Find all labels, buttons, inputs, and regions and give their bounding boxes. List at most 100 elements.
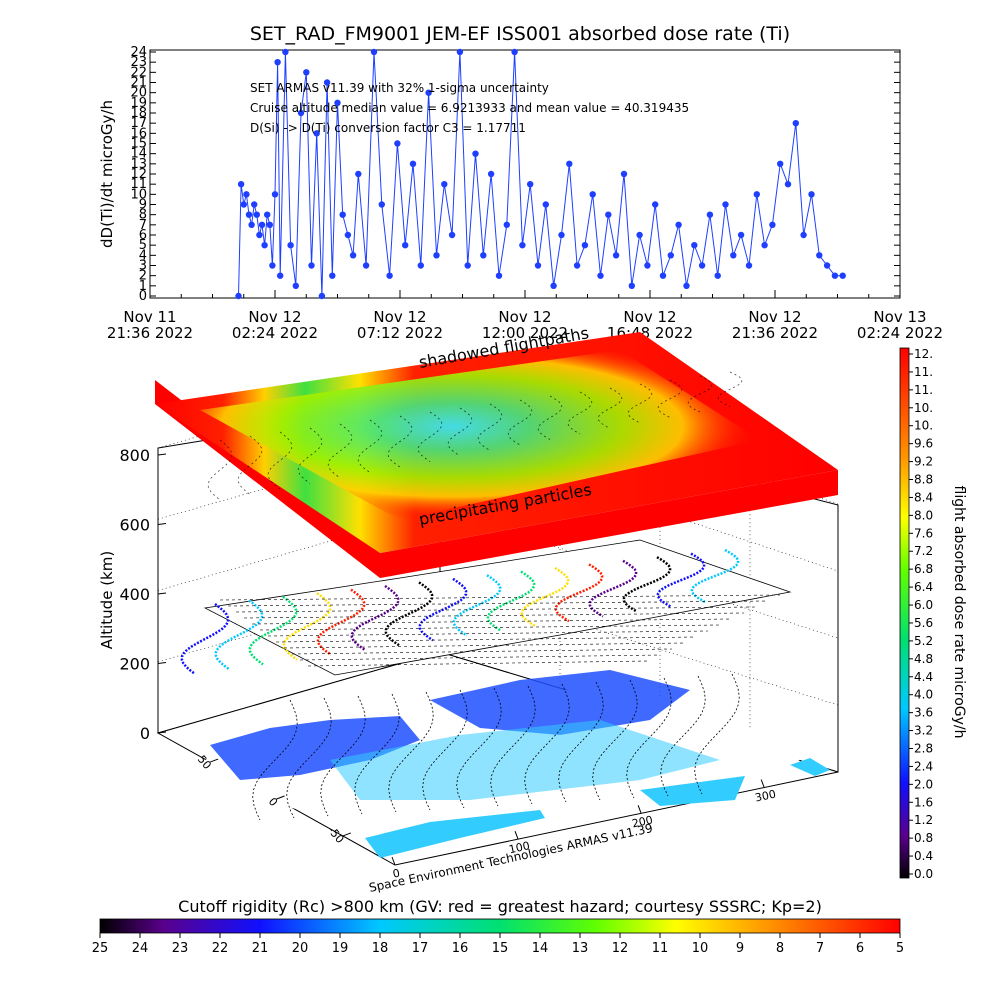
data-point: [777, 160, 784, 167]
data-point: [542, 201, 549, 208]
wall-gridline: [439, 509, 839, 639]
flight-track: [588, 559, 638, 618]
data-point: [308, 262, 315, 269]
dose-colorbar-tick-label: 3.2: [914, 724, 933, 738]
track-hatch: [235, 606, 757, 613]
slab-track: [417, 411, 443, 462]
data-point: [722, 201, 729, 208]
data-point: [808, 191, 815, 198]
y-tick-label: 6: [139, 228, 147, 243]
y-tick-label: 11: [130, 177, 147, 192]
x-tick-label-date: Nov 13: [873, 308, 926, 326]
flight-track: [282, 592, 332, 661]
slab-track: [447, 407, 473, 457]
data-point: [323, 79, 331, 86]
flight-track: [622, 556, 672, 613]
annotation-line: Cruise altitude median value = 6.9213933…: [250, 101, 689, 115]
data-point: [753, 191, 760, 198]
y-tick-label: 7: [139, 218, 147, 233]
dose-colorbar-tick-label: 2.8: [914, 741, 933, 755]
flight-track: [350, 584, 400, 652]
data-point: [839, 272, 846, 279]
data-point: [706, 211, 714, 218]
data-point: [573, 262, 581, 269]
dose-colorbar-tick-label: 9.2: [914, 455, 933, 469]
data-point: [683, 282, 690, 289]
x-tick-label-time: 21:36 2022: [107, 324, 193, 342]
z-tick-mark: [157, 662, 167, 664]
data-point: [800, 231, 807, 239]
track-hatch: [299, 654, 661, 661]
dose-colorbar-ticks: 12. 11. 11. 10. 10. 9.6 9.2 8.8 8.4 8.0 7.6 7.2 6.8 6…: [909, 347, 933, 881]
dose-colorbar-tick-label: 1.6: [914, 795, 933, 809]
data-point: [456, 48, 464, 56]
data-point: [329, 272, 336, 279]
flight-track: [384, 581, 434, 647]
floor-y-tick-mark: [342, 832, 352, 837]
rigidity-colorbar-fill: [99, 918, 901, 934]
data-point: [527, 181, 534, 188]
data-point: [303, 69, 310, 76]
floor-track: [286, 697, 332, 819]
data-point: [652, 201, 659, 208]
slab-track: [687, 375, 713, 413]
continent-eurasia: [430, 670, 690, 735]
data-point: [761, 242, 768, 249]
floor-x-tick-mark: [637, 805, 642, 814]
continent-australia: [640, 776, 745, 806]
dose-colorbar-tick-label: 2.0: [914, 777, 933, 791]
rigidity-colorbar-ticks: 25 24 23 22 21 20 19 18 17 16 15 14 13 12 11 10 9 8 7 6 5: [92, 933, 904, 956]
y-tick-label: 17: [130, 116, 147, 131]
x-tick-label-date: Nov 12: [623, 308, 676, 326]
ocean-band-equator: [330, 720, 720, 800]
slab-track: [357, 419, 383, 473]
data-point: [636, 231, 643, 239]
rigidity-colorbar-tick-label: 8: [776, 941, 784, 956]
z-tick-mark: [157, 731, 167, 734]
dose-colorbar-label: flight absorbed dose rate microGy/h: [951, 486, 967, 739]
rigidity-colorbar-tick-label: 22: [212, 941, 229, 956]
data-point: [511, 48, 518, 56]
x-tick-label-time: 02:24 2022: [232, 324, 318, 342]
y-tick-label: 0: [139, 289, 147, 304]
track-hatch: [267, 630, 709, 637]
flight-track: [656, 552, 706, 608]
rigidity-colorbar-tick-label: 11: [652, 941, 669, 956]
dose-colorbar-tick-label: 0.4: [914, 849, 933, 863]
data-point: [287, 242, 294, 249]
floor-track: [524, 683, 570, 805]
data-point: [534, 262, 542, 269]
slab-track: [657, 379, 683, 418]
data-point: [243, 191, 250, 198]
x-tick-label-time: 21:36 2022: [732, 324, 818, 342]
flight-track: [452, 574, 502, 637]
rigidity-colorbar-tick-label: 5: [896, 941, 904, 956]
data-point: [714, 272, 721, 279]
slab-front-face: [155, 380, 838, 578]
y-tick-label: 15: [130, 137, 147, 152]
dose-colorbar-tick-label: 0.0: [914, 867, 933, 881]
y-tick-label: 5: [139, 238, 147, 253]
floor-track: [626, 677, 672, 799]
y-tick-label: 10: [130, 187, 147, 202]
dose-colorbar-tick-label: 7.2: [914, 544, 933, 558]
data-point: [628, 282, 635, 289]
data-point: [235, 292, 242, 300]
floor-x-tick-label: 200: [631, 813, 654, 830]
data-point: [566, 160, 573, 167]
data-point: [339, 211, 346, 218]
floor-track: [320, 695, 366, 817]
slab-track: [297, 427, 323, 484]
slab-track: [507, 399, 533, 446]
data-point: [472, 150, 479, 157]
data-point: [334, 99, 341, 107]
data-point: [550, 282, 557, 289]
floor-x-tick-mark: [514, 830, 519, 840]
x-tick-label-date: Nov 12: [748, 308, 801, 326]
dose-colorbar-tick-label: 5.6: [914, 616, 933, 630]
z-tick-label: 0: [140, 724, 150, 743]
floor-track: [694, 673, 740, 795]
rigidity-colorbar-tick-label: 20: [292, 941, 309, 956]
rigidity-colorbar-tick-label: 14: [532, 941, 549, 956]
